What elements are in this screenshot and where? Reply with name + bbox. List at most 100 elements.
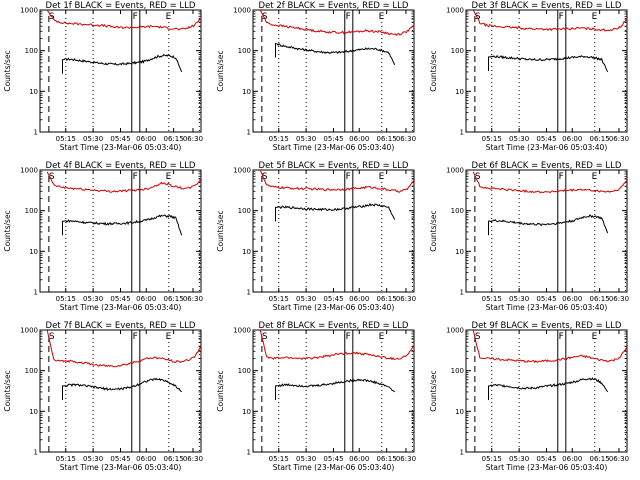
marker-label-f: F <box>133 12 138 22</box>
x-tick-label: 06:00 <box>562 135 582 143</box>
marker-label-e: E <box>166 12 172 22</box>
series-black-events <box>275 202 396 222</box>
x-tick-label: 06:15 <box>377 455 397 463</box>
marker-label-s: S <box>475 172 481 182</box>
x-tick-label: 05:30 <box>83 455 103 463</box>
plot-panel-8: Det 8f BLACK = Events, RED = LLD 1 10 100 10… <box>216 321 416 472</box>
series-red-lld <box>259 329 415 361</box>
x-tick-label: 05:45 <box>536 135 556 143</box>
x-tick-label: 06:15 <box>164 455 184 463</box>
y-tick-label: 100 <box>25 47 38 55</box>
y-tick-label: 100 <box>238 367 251 375</box>
marker-label-s: S <box>262 172 268 182</box>
x-tick-label: 05:45 <box>110 455 130 463</box>
x-tick-label: 05:45 <box>536 295 556 303</box>
x-tick-label: 05:30 <box>83 135 103 143</box>
marker-label-e: E <box>592 332 598 342</box>
marker-label-s: S <box>49 172 55 182</box>
x-tick-label: 05:30 <box>296 135 316 143</box>
plot-panel-3: Det 3f BLACK = Events, RED = LLD 1 10 100 10… <box>429 1 629 152</box>
y-axis-label: Counts/sec <box>216 210 225 251</box>
marker-label-f: F <box>559 172 564 182</box>
y-tick-label: 1 <box>460 129 464 137</box>
y-tick-label: 100 <box>451 367 464 375</box>
x-tick-label: 05:15 <box>269 455 289 463</box>
y-tick-label: 10 <box>455 248 464 256</box>
marker-label-e: E <box>379 332 385 342</box>
series-black-events <box>62 377 183 400</box>
y-tick-label: 1000 <box>20 7 38 15</box>
plot-title: Det 6f BLACK = Events, RED = LLD <box>472 161 622 171</box>
x-tick-label: 06:30 <box>396 455 416 463</box>
series-red-lld <box>259 169 415 193</box>
marker-label-e: E <box>379 172 385 182</box>
marker-label-s: S <box>475 12 481 22</box>
x-tick-label: 05:15 <box>269 135 289 143</box>
plot-title: Det 8f BLACK = Events, RED = LLD <box>259 321 409 331</box>
series-red-lld <box>46 9 202 31</box>
plot-panel-2: Det 2f BLACK = Events, RED = LLD 1 10 100 10… <box>216 1 416 152</box>
x-axis-label: Start Time (23-Mar-06 05:03:40) <box>273 143 395 152</box>
y-axis-label: Counts/sec <box>429 210 438 251</box>
series-black-events <box>62 53 183 74</box>
x-tick-label: 05:45 <box>323 295 343 303</box>
series-red-lld <box>259 9 415 37</box>
x-tick-label: 06:30 <box>183 295 203 303</box>
x-axis-label: Start Time (23-Mar-06 05:03:40) <box>273 463 395 472</box>
y-tick-label: 1 <box>460 449 464 457</box>
x-tick-label: 06:15 <box>590 135 610 143</box>
plot-panel-9: Det 9f BLACK = Events, RED = LLD 1 10 100 10… <box>429 321 629 472</box>
x-tick-label: 05:30 <box>509 295 529 303</box>
x-tick-label: 06:00 <box>349 135 369 143</box>
x-axis-label: Start Time (23-Mar-06 05:03:40) <box>486 463 608 472</box>
x-tick-label: 05:15 <box>482 295 502 303</box>
y-tick-label: 100 <box>451 47 464 55</box>
x-tick-label: 06:15 <box>590 295 610 303</box>
x-tick-label: 06:00 <box>349 295 369 303</box>
x-tick-label: 05:15 <box>56 455 76 463</box>
series-red-lld <box>46 171 202 193</box>
y-axis-label: Counts/sec <box>3 370 12 411</box>
marker-label-e: E <box>379 12 385 22</box>
series-black-events <box>62 214 183 236</box>
plot-title: Det 9f BLACK = Events, RED = LLD <box>472 321 622 331</box>
x-tick-label: 06:30 <box>396 295 416 303</box>
y-tick-label: 10 <box>242 88 251 96</box>
x-tick-label: 06:15 <box>164 295 184 303</box>
plot-panel-6: Det 6f BLACK = Events, RED = LLD 1 10 100 10… <box>429 161 629 312</box>
y-axis-label: Counts/sec <box>216 50 225 91</box>
series-red-lld <box>46 329 202 368</box>
x-tick-label: 05:30 <box>509 455 529 463</box>
y-tick-label: 1000 <box>446 7 464 15</box>
x-axis-label: Start Time (23-Mar-06 05:03:40) <box>60 303 182 312</box>
x-tick-label: 06:15 <box>590 455 610 463</box>
y-tick-label: 1 <box>247 449 251 457</box>
marker-label-e: E <box>592 172 598 182</box>
plot-panel-4: Det 4f BLACK = Events, RED = LLD 1 10 100 10… <box>3 161 203 312</box>
plot-title: Det 2f BLACK = Events, RED = LLD <box>259 1 409 11</box>
y-tick-label: 100 <box>238 207 251 215</box>
x-tick-label: 05:15 <box>269 295 289 303</box>
marker-label-s: S <box>475 332 481 342</box>
x-tick-label: 05:30 <box>296 295 316 303</box>
x-tick-label: 05:30 <box>509 135 529 143</box>
marker-label-s: S <box>262 12 268 22</box>
x-tick-label: 05:15 <box>56 295 76 303</box>
x-tick-label: 06:00 <box>136 135 156 143</box>
y-axis-label: Counts/sec <box>3 50 12 91</box>
x-tick-label: 05:45 <box>536 455 556 463</box>
marker-label-f: F <box>346 172 351 182</box>
y-tick-label: 10 <box>29 408 38 416</box>
x-tick-label: 06:30 <box>183 135 203 143</box>
y-tick-label: 10 <box>455 88 464 96</box>
x-axis-label: Start Time (23-Mar-06 05:03:40) <box>60 463 182 472</box>
plot-panel-7: Det 7f BLACK = Events, RED = LLD 1 10 100 10… <box>3 321 203 472</box>
series-black-events <box>275 42 396 66</box>
y-tick-label: 1 <box>247 289 251 297</box>
y-tick-label: 1 <box>34 449 38 457</box>
y-tick-label: 10 <box>242 408 251 416</box>
plot-title: Det 3f BLACK = Events, RED = LLD <box>472 1 622 11</box>
marker-label-f: F <box>346 332 351 342</box>
x-tick-label: 05:30 <box>83 295 103 303</box>
